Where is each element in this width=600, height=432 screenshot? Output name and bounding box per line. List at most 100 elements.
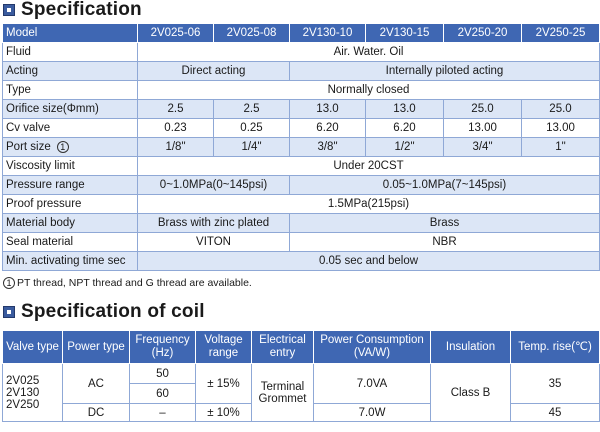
header-frequency: Frequency (Hz) (129, 330, 196, 364)
orifice-cell: 2.5 (213, 99, 290, 119)
temp-dc: 45 (510, 403, 600, 422)
port-cell: 1/4" (213, 137, 290, 157)
seal-row: Seal material VITON NBR (2, 232, 600, 252)
power-dc: 7.0W (313, 403, 431, 422)
spec-title: Specification (21, 0, 142, 20)
spec-table: Model 2V025-06 2V025-08 2V130-10 2V130-1… (2, 23, 600, 271)
electrical-entry: Terminal Grommet (251, 363, 314, 422)
model-label: Model (2, 23, 138, 43)
material-piloted: Brass (289, 213, 600, 233)
activating-value: 0.05 sec and below (137, 251, 600, 271)
viscosity-value: Under 20CST (137, 156, 600, 176)
cv-cell: 6.20 (365, 118, 444, 138)
header-voltage: Voltage range (195, 330, 252, 364)
fluid-row: Fluid Air. Water. Oil (2, 42, 600, 62)
header-frequency-unit: (Hz) (151, 347, 174, 359)
material-direct: Brass with zinc plated (137, 213, 290, 233)
fluid-value: Air. Water. Oil (137, 42, 600, 62)
model-cell: 2V250-25 (521, 23, 600, 43)
activating-row: Min. activating time sec 0.05 sec and be… (2, 251, 600, 271)
row-label: Material body (2, 213, 138, 233)
frequency-60: 60 (129, 383, 196, 404)
seal-direct: VITON (137, 232, 290, 252)
row-label: Orifice size(Φmm) (2, 99, 138, 119)
orifice-cell: 13.0 (289, 99, 366, 119)
proof-row: Proof pressure 1.5MPa(215psi) (2, 194, 600, 214)
frequency-50: 50 (129, 363, 196, 384)
type-value: Normally closed (137, 80, 600, 100)
valve-type-item: 2V025 (6, 374, 40, 387)
port-label-cell: Port size 1 (2, 137, 138, 157)
row-label: Cv valve (2, 118, 138, 138)
footnote-marker: 1 (3, 277, 15, 289)
electrical-entry-item: Terminal (260, 380, 305, 393)
footnote-text: PT thread, NPT thread and G thread are a… (17, 277, 252, 289)
cv-row: Cv valve 0.23 0.25 6.20 6.20 13.00 13.00 (2, 118, 600, 138)
model-cell: 2V025-08 (213, 23, 290, 43)
pressure-piloted: 0.05~1.0MPa(7~145psi) (289, 175, 600, 195)
voltage-dc: ± 10% (195, 403, 252, 422)
coil-section-title: Specification of coil (0, 301, 205, 322)
cv-cell: 13.00 (521, 118, 600, 138)
orifice-row: Orifice size(Φmm) 2.5 2.5 13.0 13.0 25.0… (2, 99, 600, 119)
coil-row-dc: DC – ± 10% 7.0W 45 (3, 403, 600, 422)
model-cell: 2V025-06 (137, 23, 214, 43)
cv-cell: 0.25 (213, 118, 290, 138)
header-voltage-label: Voltage (204, 334, 243, 346)
cv-cell: 0.23 (137, 118, 214, 138)
row-label: Viscosity limit (2, 156, 138, 176)
footnote: 1 PT thread, NPT thread and G thread are… (3, 277, 252, 289)
footnote-marker: 1 (56, 140, 69, 153)
port-cell: 3/4" (443, 137, 522, 157)
valve-type-item: 2V250 (6, 398, 40, 411)
header-valve-type: Valve type (2, 330, 63, 364)
port-cell: 1" (521, 137, 600, 157)
header-power: Power Consumption (VA/W) (313, 330, 431, 364)
orifice-cell: 25.0 (443, 99, 522, 119)
spec-header-row: Model 2V025-06 2V025-08 2V130-10 2V130-1… (2, 23, 600, 43)
pressure-range-row: Pressure range 0~1.0MPa(0~145psi) 0.05~1… (2, 175, 600, 195)
row-label: Type (2, 80, 138, 100)
electrical-entry-item: Grommet (258, 392, 307, 405)
row-label: Seal material (2, 232, 138, 252)
header-electrical-unit: entry (269, 347, 296, 359)
coil-row-ac-50: 2V025 2V130 2V250 AC 50 ± 15% Terminal G… (2, 363, 600, 422)
seal-piloted: NBR (289, 232, 600, 252)
header-frequency-label: Frequency (135, 334, 190, 346)
power-ac: 7.0VA (313, 363, 431, 404)
port-cell: 3/8" (289, 137, 366, 157)
orifice-cell: 13.0 (365, 99, 444, 119)
coil-title: Specification of coil (21, 301, 205, 322)
type-row: Type Normally closed (2, 80, 600, 100)
model-cell: 2V130-10 (289, 23, 366, 43)
orifice-cell: 25.0 (521, 99, 600, 119)
model-cell: 2V250-20 (443, 23, 522, 43)
acting-piloted: Internally piloted acting (289, 61, 600, 81)
row-label: Proof pressure (2, 194, 138, 214)
proof-value: 1.5MPa(215psi) (137, 194, 600, 214)
section-bullet-icon (3, 306, 15, 318)
coil-table: Valve type Power type Frequency (Hz) Volt… (2, 330, 600, 422)
header-power-label: Power Consumption (320, 334, 424, 346)
acting-row: Acting Direct acting Internally piloted … (2, 61, 600, 81)
power-type-ac: AC (62, 363, 130, 404)
header-voltage-unit: range (208, 347, 239, 359)
pressure-direct: 0~1.0MPa(0~145psi) (137, 175, 290, 195)
coil-header-row: Valve type Power type Frequency (Hz) Volt… (2, 330, 600, 364)
port-row: Port size 1 1/8" 1/4" 3/8" 1/2" 3/4" 1" (2, 137, 600, 157)
power-type-dc: DC (62, 403, 130, 422)
header-insulation: Insulation (430, 330, 511, 364)
voltage-ac: ± 15% (195, 363, 252, 404)
spec-section-title: Specification (0, 0, 142, 20)
header-electrical-label: Electrical (259, 334, 306, 346)
frequency-dc: – (129, 403, 196, 422)
row-label: Fluid (2, 42, 138, 62)
orifice-cell: 2.5 (137, 99, 214, 119)
row-label: Acting (2, 61, 138, 81)
model-cell: 2V130-15 (365, 23, 444, 43)
port-cell: 1/8" (137, 137, 214, 157)
material-body-row: Material body Brass with zinc plated Bra… (2, 213, 600, 233)
temp-ac: 35 (510, 363, 600, 404)
viscosity-row: Viscosity limit Under 20CST (2, 156, 600, 176)
cv-cell: 6.20 (289, 118, 366, 138)
